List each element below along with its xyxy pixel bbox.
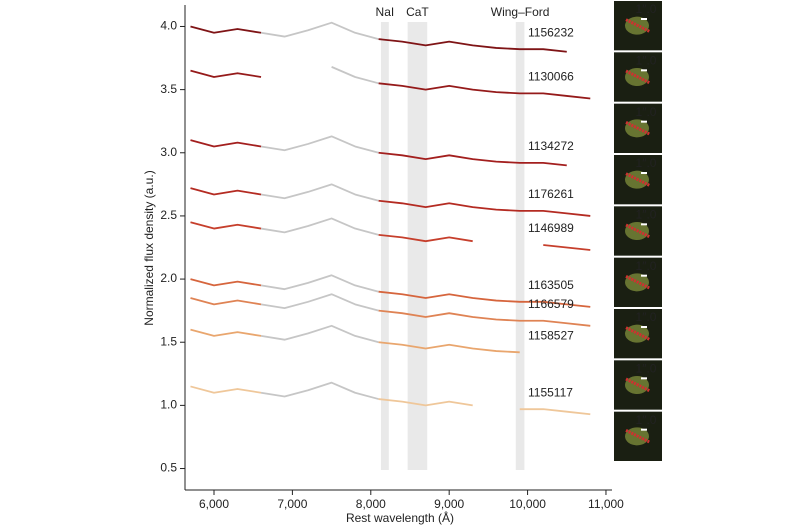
y-tick-label: 0.5 xyxy=(160,461,177,475)
spectrum xyxy=(190,139,567,167)
spectrum-label: 1156232 xyxy=(528,25,574,39)
x-tick-label: 8,000 xyxy=(356,497,386,511)
masked-spectrum xyxy=(331,66,379,85)
y-tick-label: 1.5 xyxy=(160,334,177,348)
masked-spectrum xyxy=(260,183,379,202)
slit xyxy=(625,326,651,342)
spectrum-label: 1158527 xyxy=(528,329,574,343)
x-tick-label: 9,000 xyxy=(434,497,464,511)
spectrum xyxy=(190,278,591,308)
slit xyxy=(625,377,651,393)
spectrum-label: 1146989 xyxy=(528,221,574,235)
slit xyxy=(625,428,651,444)
thumbnail-scale: 1″.0 xyxy=(636,105,657,119)
spectrum-label: 1134272 xyxy=(528,139,574,153)
y-tick-label: 1.0 xyxy=(160,398,177,412)
thumbnail-scale: 1″.0 xyxy=(636,208,657,222)
y-tick-label: 4.0 xyxy=(160,19,177,33)
spectrum xyxy=(190,187,591,217)
x-tick-label: 11,000 xyxy=(588,497,624,511)
masked-spectrum xyxy=(260,293,379,312)
slit xyxy=(625,172,651,188)
x-axis-label: Rest wavelength (Å) xyxy=(346,510,454,525)
thumbnail-scale: 1″.0 xyxy=(636,2,657,16)
spectrum-label: 1163505 xyxy=(528,278,574,292)
feature-band xyxy=(407,22,428,470)
spectrum-label: 1130066 xyxy=(528,70,574,84)
y-tick-label: 2.0 xyxy=(160,271,177,285)
slit xyxy=(625,274,651,290)
x-tick-label: 7,000 xyxy=(277,497,307,511)
thumbnail-scale: 1″.0 xyxy=(636,259,657,273)
feature-band xyxy=(380,22,389,470)
thumbnail-scale: 1″.0 xyxy=(636,362,657,376)
masked-spectrum xyxy=(260,381,379,400)
thumbnail-scale: 1″.0 xyxy=(636,413,657,427)
masked-spectrum xyxy=(260,21,379,40)
thumbnail-scale: 1″.0 xyxy=(636,156,657,170)
thumbnail-scale: 1″.0 xyxy=(636,54,657,68)
spectrum-label: 1155117 xyxy=(528,385,573,399)
spectrum xyxy=(190,69,591,100)
band-label: Wing–Ford xyxy=(491,5,550,19)
y-tick-label: 3.0 xyxy=(160,145,177,159)
thumbnail-scale: 1″.0 xyxy=(636,310,657,324)
slit xyxy=(625,120,651,136)
slit xyxy=(625,69,651,85)
masked-spectrum xyxy=(260,324,379,344)
spectrum-label: 1166579 xyxy=(528,297,574,311)
y-axis-label: Normalized flux density (a.u.) xyxy=(142,170,156,325)
spectrum xyxy=(190,221,591,251)
spectrum xyxy=(190,25,567,53)
x-tick-label: 6,000 xyxy=(199,497,229,511)
y-tick-label: 2.5 xyxy=(160,208,177,222)
spectrum xyxy=(190,385,591,416)
slit xyxy=(625,18,651,34)
y-tick-label: 3.5 xyxy=(160,82,177,96)
x-tick-label: 10,000 xyxy=(509,497,546,511)
feature-band xyxy=(515,22,525,470)
band-label: CaT xyxy=(406,5,429,19)
band-label: NaI xyxy=(376,5,395,19)
slit xyxy=(625,223,651,239)
masked-spectrum xyxy=(260,217,379,236)
masked-spectrum xyxy=(260,135,379,154)
spectrum-label: 1176261 xyxy=(528,187,574,201)
spectrum xyxy=(190,297,591,327)
masked-spectrum xyxy=(260,274,379,293)
